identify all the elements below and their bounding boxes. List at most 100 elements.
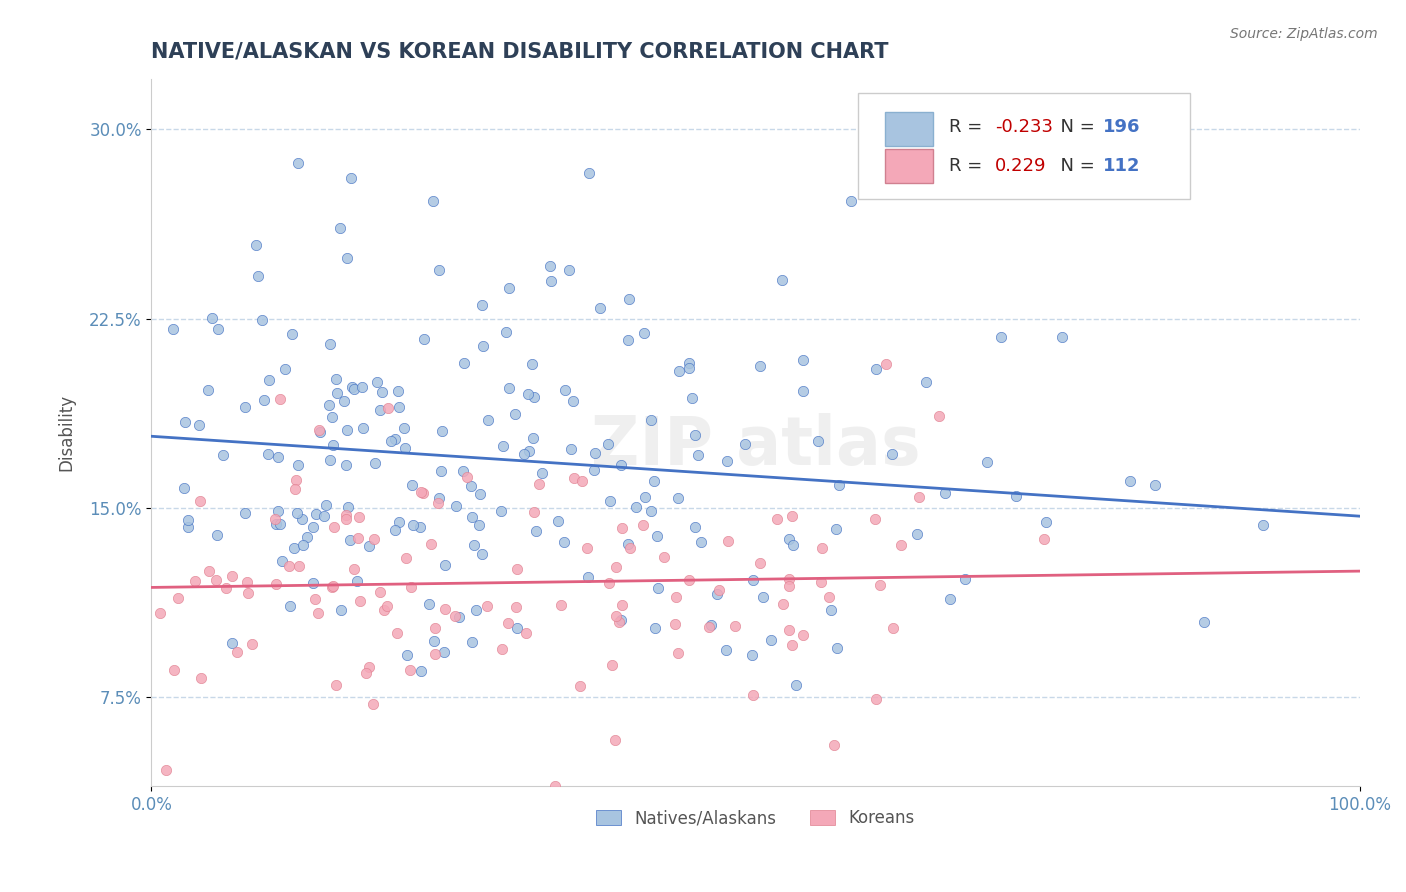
Text: R =: R = [949, 157, 994, 175]
Point [392, 421, 415, 435]
Point [529, 476, 551, 491]
Point [291, 512, 314, 526]
FancyBboxPatch shape [884, 149, 934, 183]
Point [312, 508, 335, 523]
Point [321, 580, 343, 594]
Point [423, 634, 446, 648]
Point [589, 301, 612, 315]
Point [307, 606, 329, 620]
Point [347, 531, 370, 545]
Point [489, 504, 512, 518]
Point [336, 251, 359, 265]
Text: N =: N = [1049, 157, 1101, 175]
Point [740, 648, 762, 662]
Point [197, 383, 219, 397]
FancyBboxPatch shape [858, 93, 1191, 199]
Point [468, 517, 491, 532]
Point [427, 491, 450, 505]
Point [524, 524, 547, 538]
Point [652, 550, 675, 565]
Point [681, 391, 703, 405]
Point [599, 494, 621, 508]
Point [498, 381, 520, 395]
Point [401, 518, 423, 533]
Point [619, 541, 641, 556]
Point [287, 156, 309, 170]
Point [221, 568, 243, 582]
Point [352, 421, 374, 435]
Point [366, 376, 388, 390]
Point [825, 522, 848, 536]
Point [598, 576, 620, 591]
Point [394, 441, 416, 455]
Point [905, 527, 928, 541]
Point [266, 516, 288, 531]
Point [583, 446, 606, 460]
Point [1035, 515, 1057, 529]
Point [645, 529, 668, 543]
Point [598, 437, 620, 451]
Point [388, 515, 411, 529]
Point [398, 664, 420, 678]
Point [558, 262, 581, 277]
Point [453, 356, 475, 370]
Point [976, 455, 998, 469]
Point [350, 380, 373, 394]
Point [772, 598, 794, 612]
Point [460, 479, 482, 493]
Point [359, 539, 381, 553]
Point [778, 579, 800, 593]
Point [321, 409, 343, 424]
Point [600, 657, 623, 672]
Point [336, 424, 359, 438]
Point [626, 500, 648, 515]
Point [425, 647, 447, 661]
Point [335, 458, 357, 472]
Point [384, 523, 406, 537]
Point [810, 541, 832, 555]
Point [177, 520, 200, 534]
Point [408, 520, 430, 534]
Point [706, 587, 728, 601]
Point [451, 464, 474, 478]
Point [690, 535, 713, 549]
Point [461, 635, 484, 649]
Point [865, 512, 887, 526]
Point [257, 373, 280, 387]
Point [377, 401, 399, 416]
Point [236, 585, 259, 599]
Point [828, 477, 851, 491]
Point [373, 603, 395, 617]
Point [839, 194, 862, 209]
Point [278, 558, 301, 573]
Point [531, 466, 554, 480]
Point [188, 494, 211, 508]
Point [908, 490, 931, 504]
Point [205, 528, 228, 542]
Point [640, 413, 662, 427]
Text: 196: 196 [1104, 118, 1140, 136]
Point [250, 313, 273, 327]
Point [890, 537, 912, 551]
Point [605, 560, 627, 574]
Point [155, 763, 177, 777]
Point [444, 500, 467, 514]
Point [538, 259, 561, 273]
Text: R =: R = [949, 118, 988, 136]
Point [665, 590, 688, 604]
Point [433, 645, 456, 659]
Point [605, 608, 627, 623]
Point [571, 474, 593, 488]
Point [582, 462, 605, 476]
Point [513, 447, 536, 461]
Point [337, 500, 360, 515]
Point [274, 361, 297, 376]
Y-axis label: Disability: Disability [58, 393, 75, 471]
Point [647, 581, 669, 595]
Point [201, 311, 224, 326]
Point [264, 512, 287, 526]
Point [865, 692, 887, 706]
Point [371, 384, 394, 399]
Point [339, 533, 361, 547]
Point [434, 601, 457, 615]
